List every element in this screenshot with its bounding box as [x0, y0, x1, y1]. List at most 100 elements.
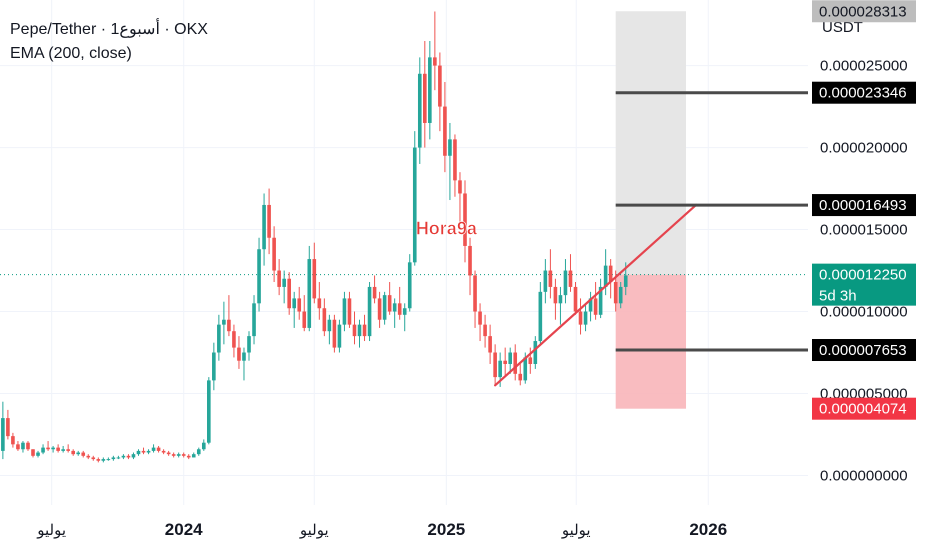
candle-body — [121, 455, 126, 458]
symbol-title[interactable]: Pepe/Tether · 1أسبوع · OKX — [10, 21, 208, 38]
candle-body — [207, 380, 211, 443]
candle — [553, 278, 558, 320]
candle-body — [563, 270, 568, 296]
candle — [76, 450, 81, 456]
candle-body — [347, 298, 352, 325]
candle-body — [56, 447, 60, 451]
candle-body — [493, 352, 497, 378]
candle-body — [61, 449, 65, 451]
level-tag-2-bg — [812, 194, 916, 217]
level-tag-3-bg — [812, 339, 916, 362]
candle — [161, 449, 166, 455]
watermark-logo: Hora9a — [416, 218, 478, 238]
candle-body — [201, 442, 206, 450]
axis-currency-label: USDT — [822, 19, 863, 36]
candle-body — [36, 452, 40, 456]
candle — [362, 314, 367, 342]
candle-body — [423, 73, 427, 123]
candle — [282, 270, 286, 304]
candle-body — [136, 450, 141, 455]
candle-body — [101, 459, 106, 461]
candle-body — [267, 204, 271, 238]
candle — [262, 193, 266, 266]
candle — [357, 319, 362, 348]
candle — [513, 344, 518, 381]
candle — [307, 245, 312, 332]
candle — [583, 303, 588, 332]
candle-body — [126, 455, 131, 458]
indicator-label[interactable]: EMA (200, close) — [10, 45, 132, 62]
candle-body — [111, 457, 116, 460]
candle-body — [327, 319, 332, 332]
candle-body — [372, 286, 377, 299]
candle-body — [31, 449, 35, 456]
candle — [372, 275, 377, 304]
candle — [272, 226, 276, 283]
candle — [397, 286, 402, 320]
candle — [61, 445, 65, 453]
candle-body — [151, 447, 156, 451]
candle-body — [6, 418, 10, 437]
candle — [598, 278, 603, 319]
candle — [533, 336, 538, 369]
candle — [207, 377, 211, 445]
candle-body — [448, 139, 452, 156]
candle-body — [186, 455, 191, 458]
target-price-tag-bg — [812, 0, 916, 23]
candle — [131, 452, 136, 460]
candle — [201, 439, 206, 451]
candle-body — [166, 452, 171, 455]
candle-body — [578, 311, 583, 325]
candle — [402, 303, 407, 332]
candle-body — [282, 278, 286, 287]
candle — [503, 347, 507, 378]
candle-body — [463, 193, 467, 246]
candle-body — [367, 286, 372, 337]
candle-body — [382, 295, 387, 320]
candle-body — [397, 303, 402, 315]
x-tick-label: يوليو — [299, 522, 329, 539]
candle-body — [156, 447, 161, 451]
candle — [217, 314, 221, 361]
candle-body — [508, 352, 513, 364]
candle-body — [11, 436, 15, 445]
stop-zone — [615, 274, 687, 409]
candle-body — [453, 139, 457, 181]
candle-body — [352, 324, 357, 337]
candle — [121, 454, 126, 460]
candle — [46, 441, 50, 451]
candle — [116, 455, 121, 460]
candle-body — [438, 65, 442, 107]
candle — [488, 324, 492, 364]
candle — [56, 444, 60, 453]
candle-body — [297, 298, 302, 312]
candle-body — [458, 180, 462, 194]
candle — [312, 242, 317, 304]
candle — [407, 254, 412, 312]
x-tick-label: يوليو — [561, 522, 591, 539]
candle-body — [86, 455, 91, 458]
candle — [387, 282, 392, 315]
candle-body — [503, 360, 507, 364]
candle — [242, 347, 246, 381]
candle — [156, 445, 161, 453]
candle-body — [71, 450, 76, 455]
current-price-tag: 0.000012250 5d 3h — [812, 263, 916, 306]
candle — [322, 298, 327, 337]
candle — [608, 259, 613, 299]
candle-body — [257, 249, 261, 304]
candle — [327, 314, 332, 345]
candle-body — [417, 73, 422, 148]
candle — [563, 259, 568, 304]
candle-body — [106, 459, 111, 461]
candle-body — [176, 454, 181, 456]
candle — [568, 254, 573, 292]
candle-body — [402, 308, 407, 315]
candle — [212, 342, 216, 391]
candle — [277, 259, 281, 296]
level-tag-1-label: 0.000023346 — [819, 85, 907, 102]
profit-zone — [615, 11, 687, 275]
candle — [483, 314, 487, 348]
candle — [146, 449, 151, 455]
